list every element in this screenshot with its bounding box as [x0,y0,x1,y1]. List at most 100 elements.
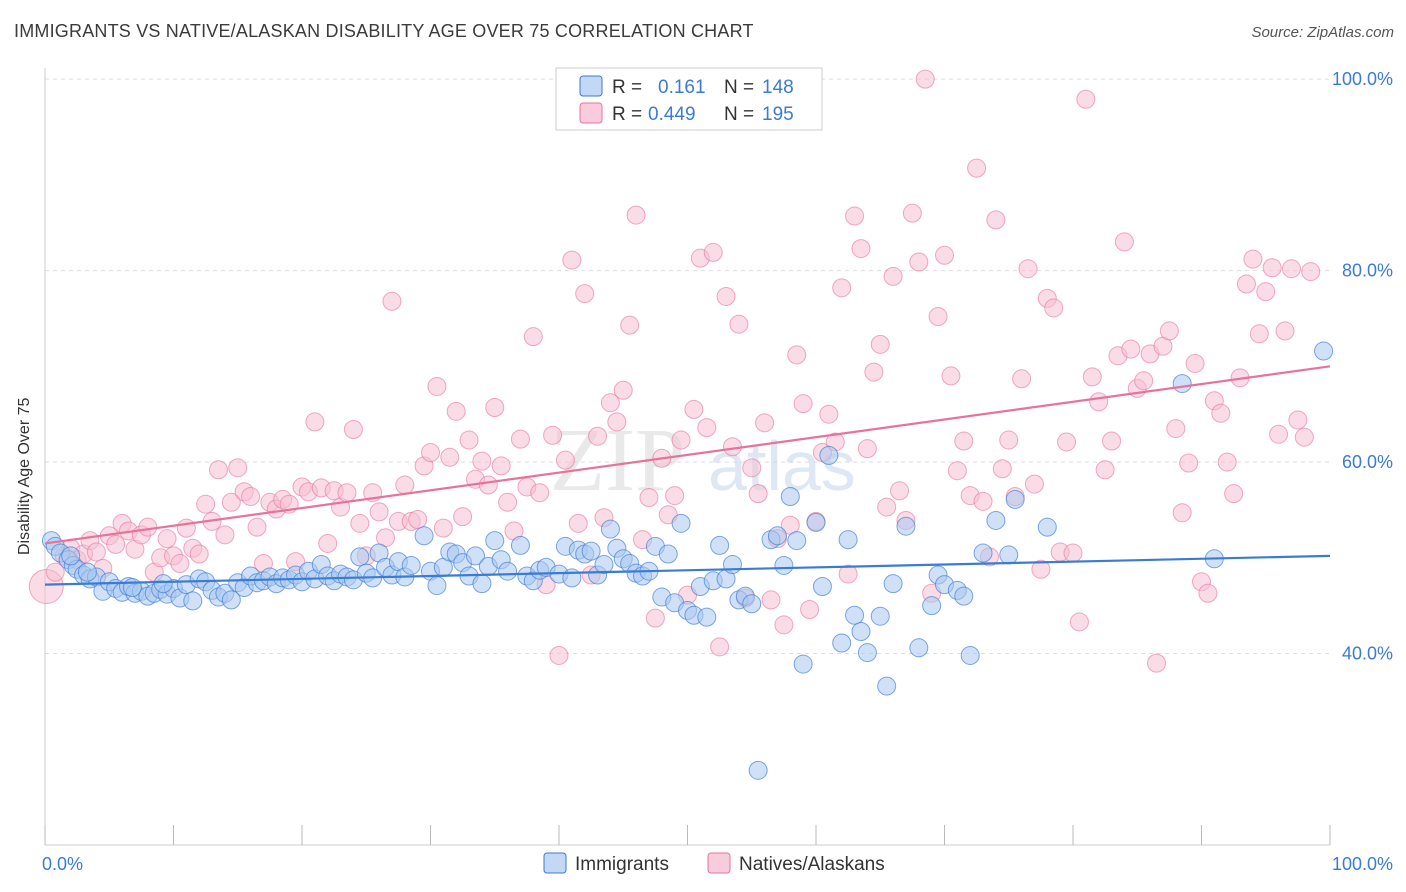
immigrants-point [774,555,794,575]
natives-point [1044,298,1064,318]
legend-r-label-1: R = [612,77,642,98]
chart-title: IMMIGRANTS VS NATIVE/ALASKAN DISABILITY … [14,21,754,41]
immigrants-point [697,607,717,627]
natives-point [588,426,608,446]
natives-point [1262,258,1282,278]
legend-n-label-1: N = [724,77,754,98]
x-tick-label-max: 100.0% [1332,854,1393,874]
natives-point [446,401,466,421]
natives-point [208,460,228,480]
natives-point [832,278,852,298]
immigrants-point [1172,374,1192,394]
natives-point [170,554,190,574]
natives-point [1159,321,1179,341]
natives-point [620,315,640,335]
natives-point [530,483,550,503]
natives-point [562,250,582,270]
natives-point [343,420,363,440]
immigrants-point [851,622,871,642]
natives-point [671,430,691,450]
natives-point [600,393,620,413]
natives-point [1275,321,1295,341]
natives-point [613,380,633,400]
legend-swatch-natives [579,102,603,124]
immigrants-point [1314,341,1334,361]
natives-point [549,645,569,665]
legend-r-value-2: 0.449 [648,104,696,125]
natives-point [883,266,903,286]
natives-point [742,458,762,478]
natives-point [215,525,235,545]
natives-point [864,362,884,382]
natives-point [1172,503,1192,523]
natives-point [890,481,910,501]
immigrants-point [806,512,826,532]
immigrants-point [838,530,858,550]
natives-point [1217,452,1237,472]
natives-point [433,518,453,538]
natives-point [427,376,447,396]
immigrants-point [960,645,980,665]
natives-point [800,600,820,619]
natives-point [1076,89,1096,109]
natives-point [954,431,974,451]
natives-point [1057,432,1077,452]
series-legend: Immigrants Natives/Alaskans [543,852,885,875]
natives-point [967,158,987,178]
natives-point [774,615,794,635]
bottom-legend-swatch-natives [707,852,731,874]
natives-point [999,430,1019,450]
legend-r-label-2: R = [612,104,642,125]
natives-point [510,429,530,449]
natives-point [755,413,775,433]
natives-point [1166,419,1186,439]
natives-alaskans-points [28,69,1321,673]
natives-point [1224,484,1244,504]
immigrants-point [973,543,993,563]
natives-point [45,562,65,582]
natives-point [1018,259,1038,279]
natives-point [935,245,954,265]
natives-point [453,507,473,527]
natives-point [523,327,543,347]
immigrants-point [600,519,620,539]
natives-point [1063,543,1083,563]
natives-point [176,518,196,538]
immigrants-point [722,555,742,575]
immigrants-point [498,561,518,581]
legend-swatch-immigrants [579,75,603,97]
natives-point [318,533,338,553]
immigrants-point [510,535,530,555]
legend-n-label-2: N = [724,104,754,125]
natives-point [1147,653,1167,673]
natives-point [472,451,492,471]
immigrants-point [581,541,601,561]
immigrants-point [999,545,1019,565]
natives-point [1121,339,1141,359]
natives-point [902,203,922,223]
y-tick-label: 100.0% [1332,69,1393,89]
natives-point [1069,612,1089,632]
natives-point [1095,460,1115,480]
natives-point [1288,410,1308,430]
natives-point [684,399,704,419]
natives-point [992,459,1012,479]
bottom-legend-immigrants: Immigrants [575,854,669,875]
immigrants-point [401,555,421,575]
natives-point [157,529,177,549]
immigrants-point [710,535,730,555]
natives-point [382,291,402,311]
natives-point [221,492,241,512]
natives-point [575,284,595,304]
natives-point [761,590,781,610]
immigrants-point [812,577,832,597]
natives-point [369,502,389,522]
natives-point [845,206,865,226]
axes [44,68,1331,846]
immigrants-trend-line [44,554,1331,586]
natives-point [1256,282,1276,302]
immigrants-point [221,590,241,610]
natives-point [729,314,749,334]
natives-point [138,517,158,537]
